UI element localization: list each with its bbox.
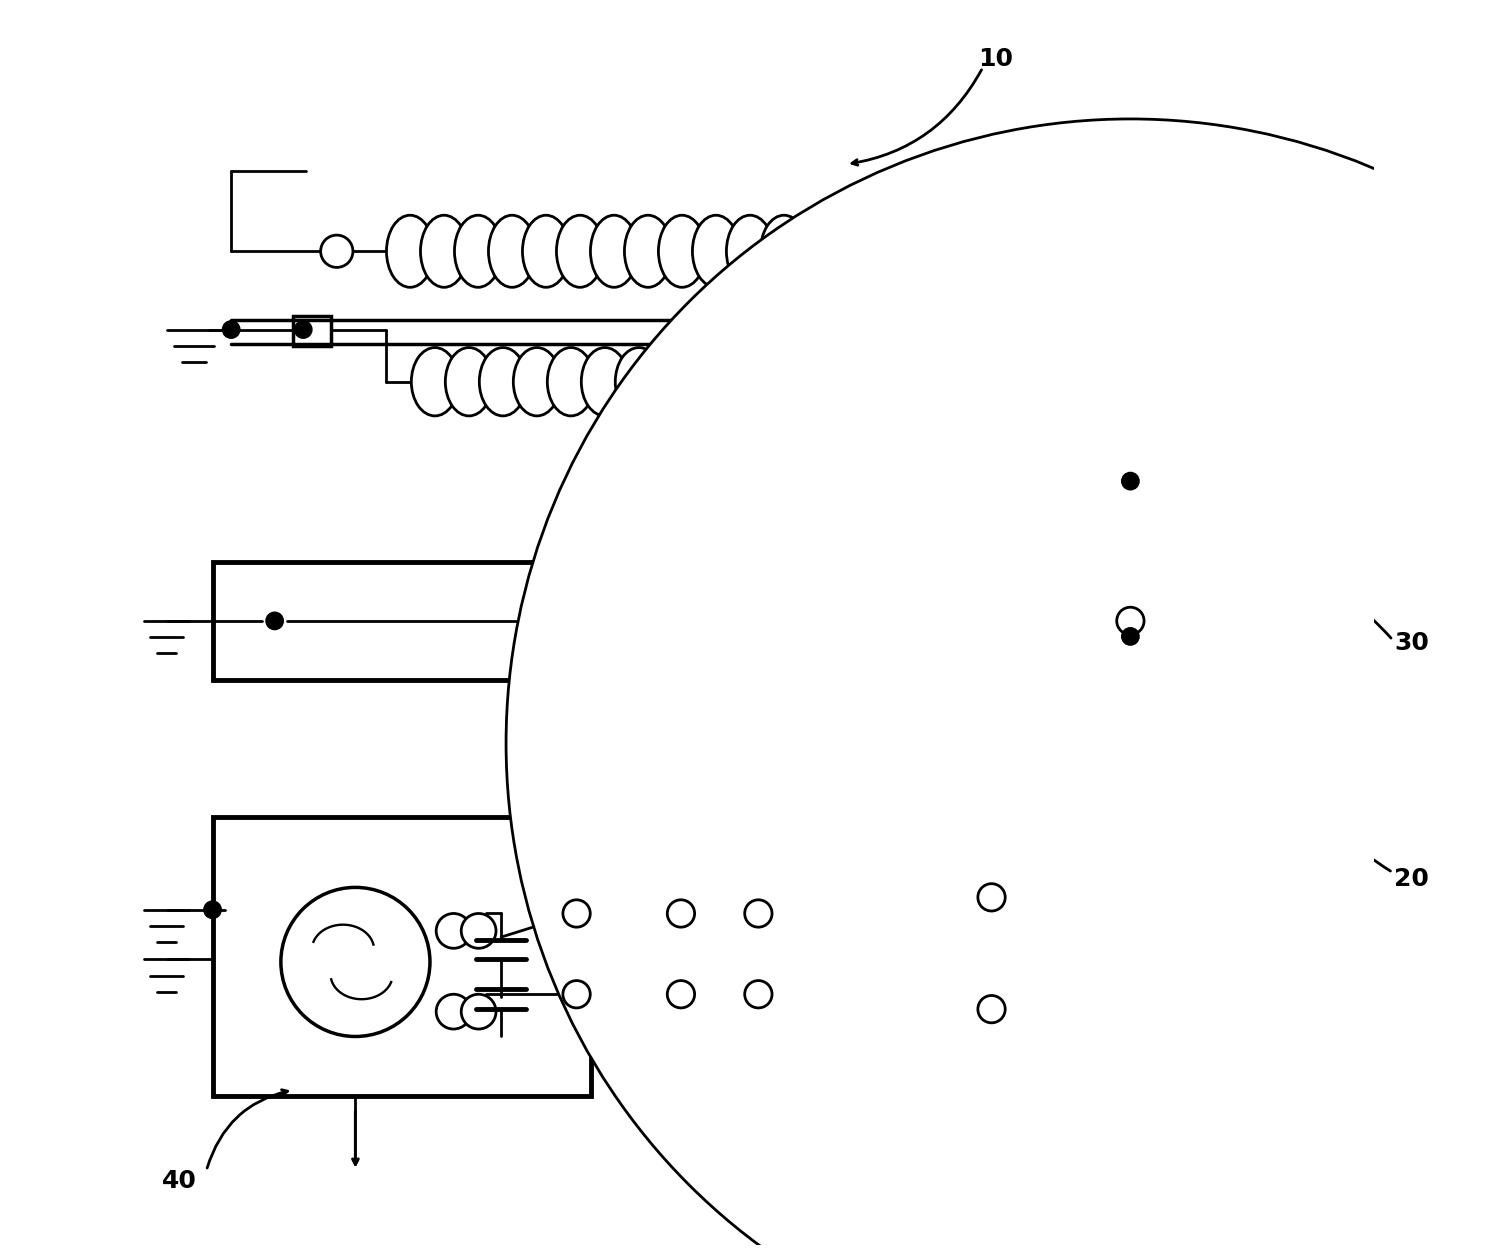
Ellipse shape (896, 215, 944, 287)
Ellipse shape (717, 347, 765, 416)
Circle shape (563, 900, 590, 927)
Bar (212, 562, 1294, 680)
Ellipse shape (437, 914, 471, 948)
Bar (827, 860, 976, 1041)
Ellipse shape (649, 347, 696, 416)
Ellipse shape (751, 347, 798, 416)
Ellipse shape (411, 347, 458, 416)
Ellipse shape (718, 894, 753, 929)
Ellipse shape (590, 215, 637, 287)
Ellipse shape (794, 215, 842, 287)
Circle shape (267, 613, 283, 629)
Circle shape (744, 900, 773, 927)
Ellipse shape (785, 347, 833, 416)
Text: 40: 40 (161, 1168, 196, 1193)
Circle shape (223, 321, 239, 338)
Ellipse shape (437, 995, 471, 1030)
Ellipse shape (523, 215, 569, 287)
Circle shape (907, 442, 937, 472)
Ellipse shape (834, 1000, 866, 1031)
Circle shape (977, 884, 1005, 911)
Ellipse shape (726, 215, 774, 287)
Circle shape (1117, 424, 1145, 452)
Circle shape (1122, 628, 1139, 645)
Circle shape (506, 119, 1506, 1248)
Circle shape (986, 235, 1020, 267)
Circle shape (744, 981, 773, 1008)
Ellipse shape (828, 215, 875, 287)
Circle shape (321, 235, 352, 267)
Ellipse shape (387, 215, 434, 287)
Text: 20: 20 (1395, 866, 1429, 891)
Ellipse shape (461, 914, 495, 948)
Circle shape (907, 367, 937, 397)
Text: 50: 50 (887, 1186, 922, 1211)
Polygon shape (630, 589, 703, 653)
Ellipse shape (718, 975, 753, 1010)
Ellipse shape (420, 215, 468, 287)
Circle shape (667, 900, 694, 927)
Ellipse shape (1172, 431, 1253, 478)
Ellipse shape (461, 995, 495, 1030)
Ellipse shape (1172, 466, 1253, 512)
Ellipse shape (625, 215, 672, 287)
Ellipse shape (488, 215, 536, 287)
Text: 30: 30 (1395, 630, 1429, 655)
Ellipse shape (693, 215, 739, 287)
Ellipse shape (857, 1000, 890, 1031)
Ellipse shape (693, 894, 729, 929)
Ellipse shape (931, 215, 977, 287)
Ellipse shape (761, 215, 807, 287)
Circle shape (1117, 608, 1145, 634)
Circle shape (1122, 473, 1139, 489)
Ellipse shape (854, 347, 901, 416)
Bar (666, 816, 995, 1096)
Ellipse shape (556, 215, 604, 287)
Ellipse shape (581, 347, 628, 416)
Ellipse shape (1172, 363, 1253, 411)
Ellipse shape (863, 215, 910, 287)
Circle shape (563, 981, 590, 1008)
Text: 10: 10 (977, 46, 1012, 71)
Ellipse shape (479, 347, 527, 416)
Circle shape (203, 901, 221, 919)
Ellipse shape (684, 347, 730, 416)
Ellipse shape (658, 215, 706, 287)
Circle shape (667, 981, 694, 1008)
Ellipse shape (693, 975, 729, 1010)
Circle shape (977, 996, 1005, 1023)
Ellipse shape (616, 347, 663, 416)
Bar (1026, 451, 1182, 674)
Ellipse shape (819, 347, 866, 416)
Circle shape (295, 321, 312, 338)
Ellipse shape (547, 347, 595, 416)
Circle shape (1117, 695, 1145, 723)
Bar (212, 816, 592, 1096)
Ellipse shape (455, 215, 501, 287)
Ellipse shape (1172, 397, 1253, 444)
Bar (294, 316, 331, 346)
Ellipse shape (446, 347, 492, 416)
Ellipse shape (514, 347, 560, 416)
